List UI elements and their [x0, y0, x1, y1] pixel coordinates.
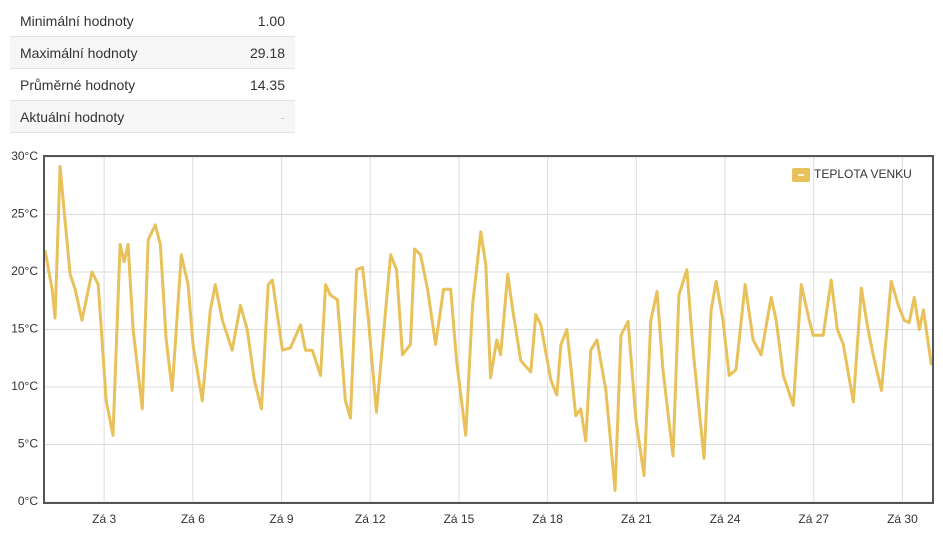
- stat-value: -: [213, 100, 295, 133]
- x-tick-label: Zá 12: [355, 512, 386, 526]
- stat-label: Minimální hodnoty: [10, 5, 214, 37]
- x-tick-label: Zá 3: [92, 512, 116, 526]
- stat-label: Maximální hodnoty: [10, 36, 214, 69]
- y-tick-label: 15°C: [11, 322, 38, 336]
- x-tick-label: Zá 27: [798, 512, 829, 526]
- y-tick-label: 30°C: [11, 149, 38, 163]
- stat-label: Aktuální hodnoty: [10, 100, 214, 133]
- y-tick-label: 20°C: [11, 264, 38, 278]
- x-tick-label: Zá 18: [532, 512, 563, 526]
- legend-label: TEPLOTA VENKU: [814, 167, 912, 181]
- x-tick-label: Zá 21: [621, 512, 652, 526]
- x-tick-label: Zá 24: [710, 512, 741, 526]
- stats-row: Aktuální hodnoty -: [10, 100, 295, 133]
- stat-value: 1.00: [213, 5, 295, 37]
- stat-value: 14.35: [213, 68, 295, 101]
- y-tick-label: 0°C: [18, 494, 38, 508]
- y-tick-label: 10°C: [11, 379, 38, 393]
- series-line: [43, 164, 933, 492]
- stats-row: Minimální hodnoty 1.00: [10, 5, 295, 37]
- stats-table: Minimální hodnoty 1.00 Maximální hodnoty 29…: [10, 5, 295, 133]
- plot-frame: [43, 155, 934, 504]
- y-tick-label: 5°C: [18, 437, 38, 451]
- x-tick-label: Zá 6: [181, 512, 205, 526]
- stat-value: 29.18: [213, 36, 295, 69]
- x-tick-label: Zá 30: [887, 512, 918, 526]
- stats-row: Průměrné hodnoty 14.35: [10, 68, 295, 101]
- x-tick-label: Zá 9: [270, 512, 294, 526]
- stat-label: Průměrné hodnoty: [10, 68, 214, 101]
- stats-row: Maximální hodnoty 29.18: [10, 36, 295, 69]
- y-tick-label: 25°C: [11, 207, 38, 221]
- x-tick-label: Zá 15: [444, 512, 475, 526]
